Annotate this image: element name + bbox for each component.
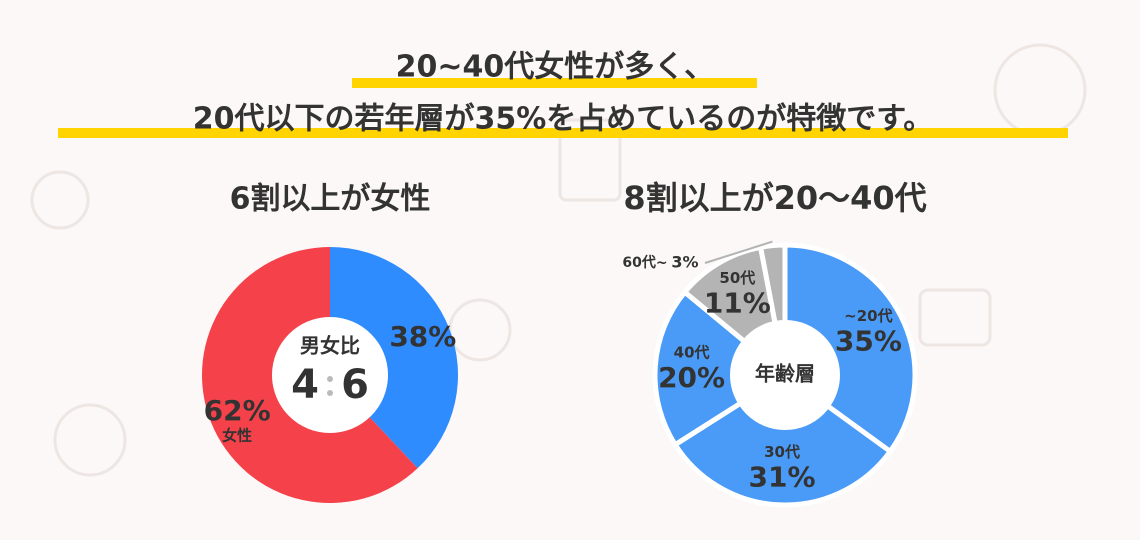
- category-label: 50代: [719, 269, 755, 287]
- center-hole: [730, 320, 840, 430]
- value-label: 3%: [671, 253, 698, 272]
- center-title: 年齢層: [755, 362, 815, 386]
- highlight: [352, 78, 757, 88]
- headline: 20~40代女性が多く、: [396, 50, 715, 85]
- pie-slice: [671, 371, 894, 508]
- value-label: 31%: [749, 461, 816, 494]
- value-label: 20%: [658, 361, 725, 394]
- ratio-dot: [327, 390, 333, 396]
- ratio-number: 6: [341, 362, 369, 408]
- category-label: 30代: [764, 443, 800, 461]
- value-label: 62%: [204, 394, 271, 427]
- value-label: 11%: [704, 286, 771, 319]
- center-hole: [272, 317, 388, 433]
- category-label: 女性: [222, 426, 252, 444]
- headline: 20代以下の若年層が35%を占めているのが特徴です。: [193, 102, 934, 137]
- pie-slice: [330, 247, 458, 469]
- highlight: [58, 128, 1068, 138]
- value-label: 35%: [835, 325, 902, 358]
- ratio-number: 4: [291, 362, 319, 408]
- category-label: 40代: [674, 344, 710, 362]
- chart-title: 6割以上が女性: [230, 182, 431, 217]
- ratio-dot: [327, 376, 333, 382]
- chart-title: 8割以上が20〜40代: [623, 179, 926, 217]
- pie-slice: [652, 288, 790, 449]
- pie-slice: [782, 242, 918, 455]
- value-label: 38%: [389, 320, 456, 353]
- category-label: 60代~: [622, 254, 667, 271]
- center-title: 男女比: [300, 334, 360, 358]
- leader-line: [704, 240, 773, 264]
- category-label: ~20代: [844, 307, 892, 325]
